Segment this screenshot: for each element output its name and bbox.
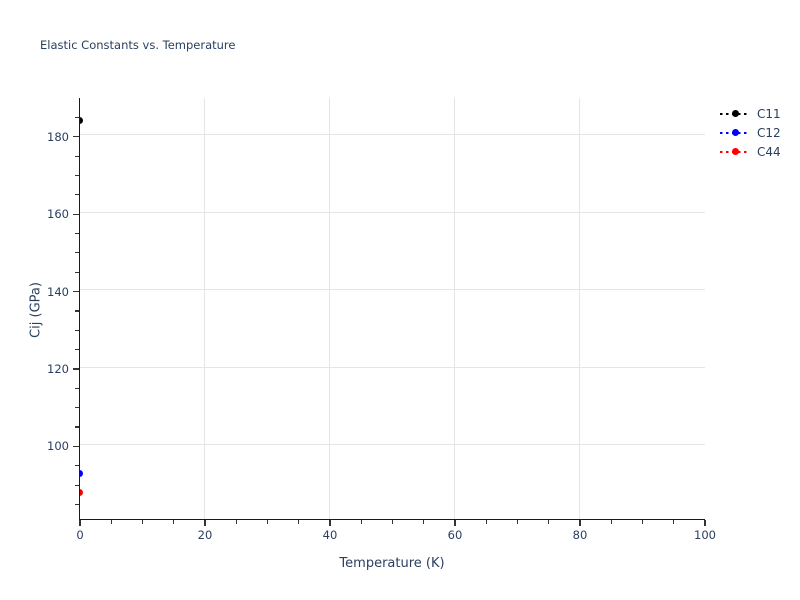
legend-label-C12: C12 bbox=[757, 125, 781, 140]
y-tick-label-140: 140 bbox=[47, 284, 69, 299]
x-minor-tick-5 bbox=[110, 520, 112, 524]
legend-label-C11: C11 bbox=[757, 106, 781, 121]
y-minor-tick-165 bbox=[75, 194, 79, 196]
x-minor-tick-35 bbox=[298, 520, 300, 524]
x-minor-tick-85 bbox=[610, 520, 612, 524]
y-tick-label-160: 160 bbox=[47, 207, 69, 222]
y-minor-tick-90 bbox=[75, 484, 79, 486]
y-minor-tick-115 bbox=[75, 387, 79, 389]
gridline-y-180 bbox=[79, 134, 705, 136]
y-major-tick-120 bbox=[72, 368, 79, 370]
gridline-x-40 bbox=[329, 98, 330, 519]
y-minor-tick-175 bbox=[75, 155, 79, 157]
y-major-tick-160 bbox=[72, 213, 79, 215]
x-minor-tick-65 bbox=[485, 520, 487, 524]
y-minor-tick-150 bbox=[75, 252, 79, 254]
chart-title: Elastic Constants vs. Temperature bbox=[40, 38, 236, 52]
data-point-C44 bbox=[79, 488, 83, 496]
legend-dot-C44 bbox=[731, 148, 739, 155]
legend: C11 C12 C44 bbox=[720, 104, 781, 161]
x-tick-label-0: 0 bbox=[76, 528, 84, 542]
y-minor-tick-95 bbox=[75, 465, 79, 467]
x-minor-tick-30 bbox=[266, 520, 269, 524]
x-minor-tick-15 bbox=[173, 520, 175, 524]
y-minor-tick-145 bbox=[75, 271, 79, 273]
gridline-y-120 bbox=[79, 366, 705, 368]
legend-item-C11: C11 bbox=[720, 104, 781, 123]
x-minor-tick-55 bbox=[423, 520, 425, 524]
legend-marker-C11-icon bbox=[720, 109, 750, 118]
y-minor-tick-170 bbox=[75, 174, 79, 177]
legend-marker-C44-icon bbox=[720, 147, 750, 156]
x-axis-title: Temperature (K) bbox=[339, 556, 445, 571]
gridline-x-60 bbox=[454, 98, 455, 519]
gridline-x-20 bbox=[204, 98, 205, 519]
x-minor-tick-90 bbox=[641, 520, 644, 524]
x-major-tick-80 bbox=[579, 520, 581, 526]
y-major-tick-140 bbox=[72, 291, 79, 293]
y-tick-label-180: 180 bbox=[47, 129, 69, 144]
legend-marker-C12-icon bbox=[720, 128, 750, 137]
gridline-y-160 bbox=[79, 211, 705, 213]
y-minor-tick-135 bbox=[75, 310, 79, 312]
y-minor-tick-125 bbox=[75, 349, 79, 351]
y-axis-title: Cij (GPa) bbox=[28, 282, 44, 338]
x-tick-label-80: 80 bbox=[572, 528, 588, 542]
x-major-tick-0 bbox=[79, 520, 81, 526]
legend-item-C44: C44 bbox=[720, 142, 781, 161]
x-major-tick-20 bbox=[204, 520, 206, 526]
y-tick-label-100: 100 bbox=[47, 439, 69, 454]
x-minor-tick-45 bbox=[360, 520, 362, 524]
legend-item-C12: C12 bbox=[720, 123, 781, 142]
x-major-tick-100 bbox=[704, 520, 706, 526]
gridline-x-80 bbox=[579, 98, 580, 519]
y-major-tick-180 bbox=[72, 136, 79, 138]
gridline-y-140 bbox=[79, 289, 705, 291]
y-minor-tick-185 bbox=[75, 116, 79, 118]
y-major-tick-100 bbox=[72, 445, 79, 448]
x-minor-tick-10 bbox=[141, 520, 144, 524]
data-point-C12 bbox=[79, 470, 83, 478]
gridline-y-100 bbox=[79, 443, 705, 445]
x-tick-label-40: 40 bbox=[322, 528, 338, 542]
legend-dot-C11 bbox=[731, 110, 739, 117]
x-tick-label-60: 60 bbox=[447, 528, 463, 542]
data-point-C11 bbox=[79, 117, 83, 125]
x-major-tick-60 bbox=[454, 520, 456, 526]
x-tick-label-20: 20 bbox=[197, 528, 213, 542]
y-minor-tick-85 bbox=[75, 503, 79, 506]
x-tick-label-100: 100 bbox=[694, 528, 716, 542]
legend-label-C44: C44 bbox=[757, 144, 781, 159]
plot-area bbox=[78, 98, 705, 520]
x-minor-tick-70 bbox=[516, 520, 519, 524]
y-tick-label-120: 120 bbox=[47, 362, 69, 377]
x-minor-tick-50 bbox=[391, 520, 394, 524]
y-minor-tick-110 bbox=[75, 407, 79, 409]
x-major-tick-40 bbox=[329, 520, 331, 526]
y-minor-tick-105 bbox=[75, 426, 79, 428]
legend-dot-C12 bbox=[731, 129, 739, 136]
x-minor-tick-75 bbox=[548, 520, 550, 524]
y-minor-tick-155 bbox=[75, 232, 79, 235]
y-minor-tick-130 bbox=[75, 329, 79, 331]
x-minor-tick-25 bbox=[235, 520, 237, 524]
x-minor-tick-95 bbox=[673, 520, 675, 524]
